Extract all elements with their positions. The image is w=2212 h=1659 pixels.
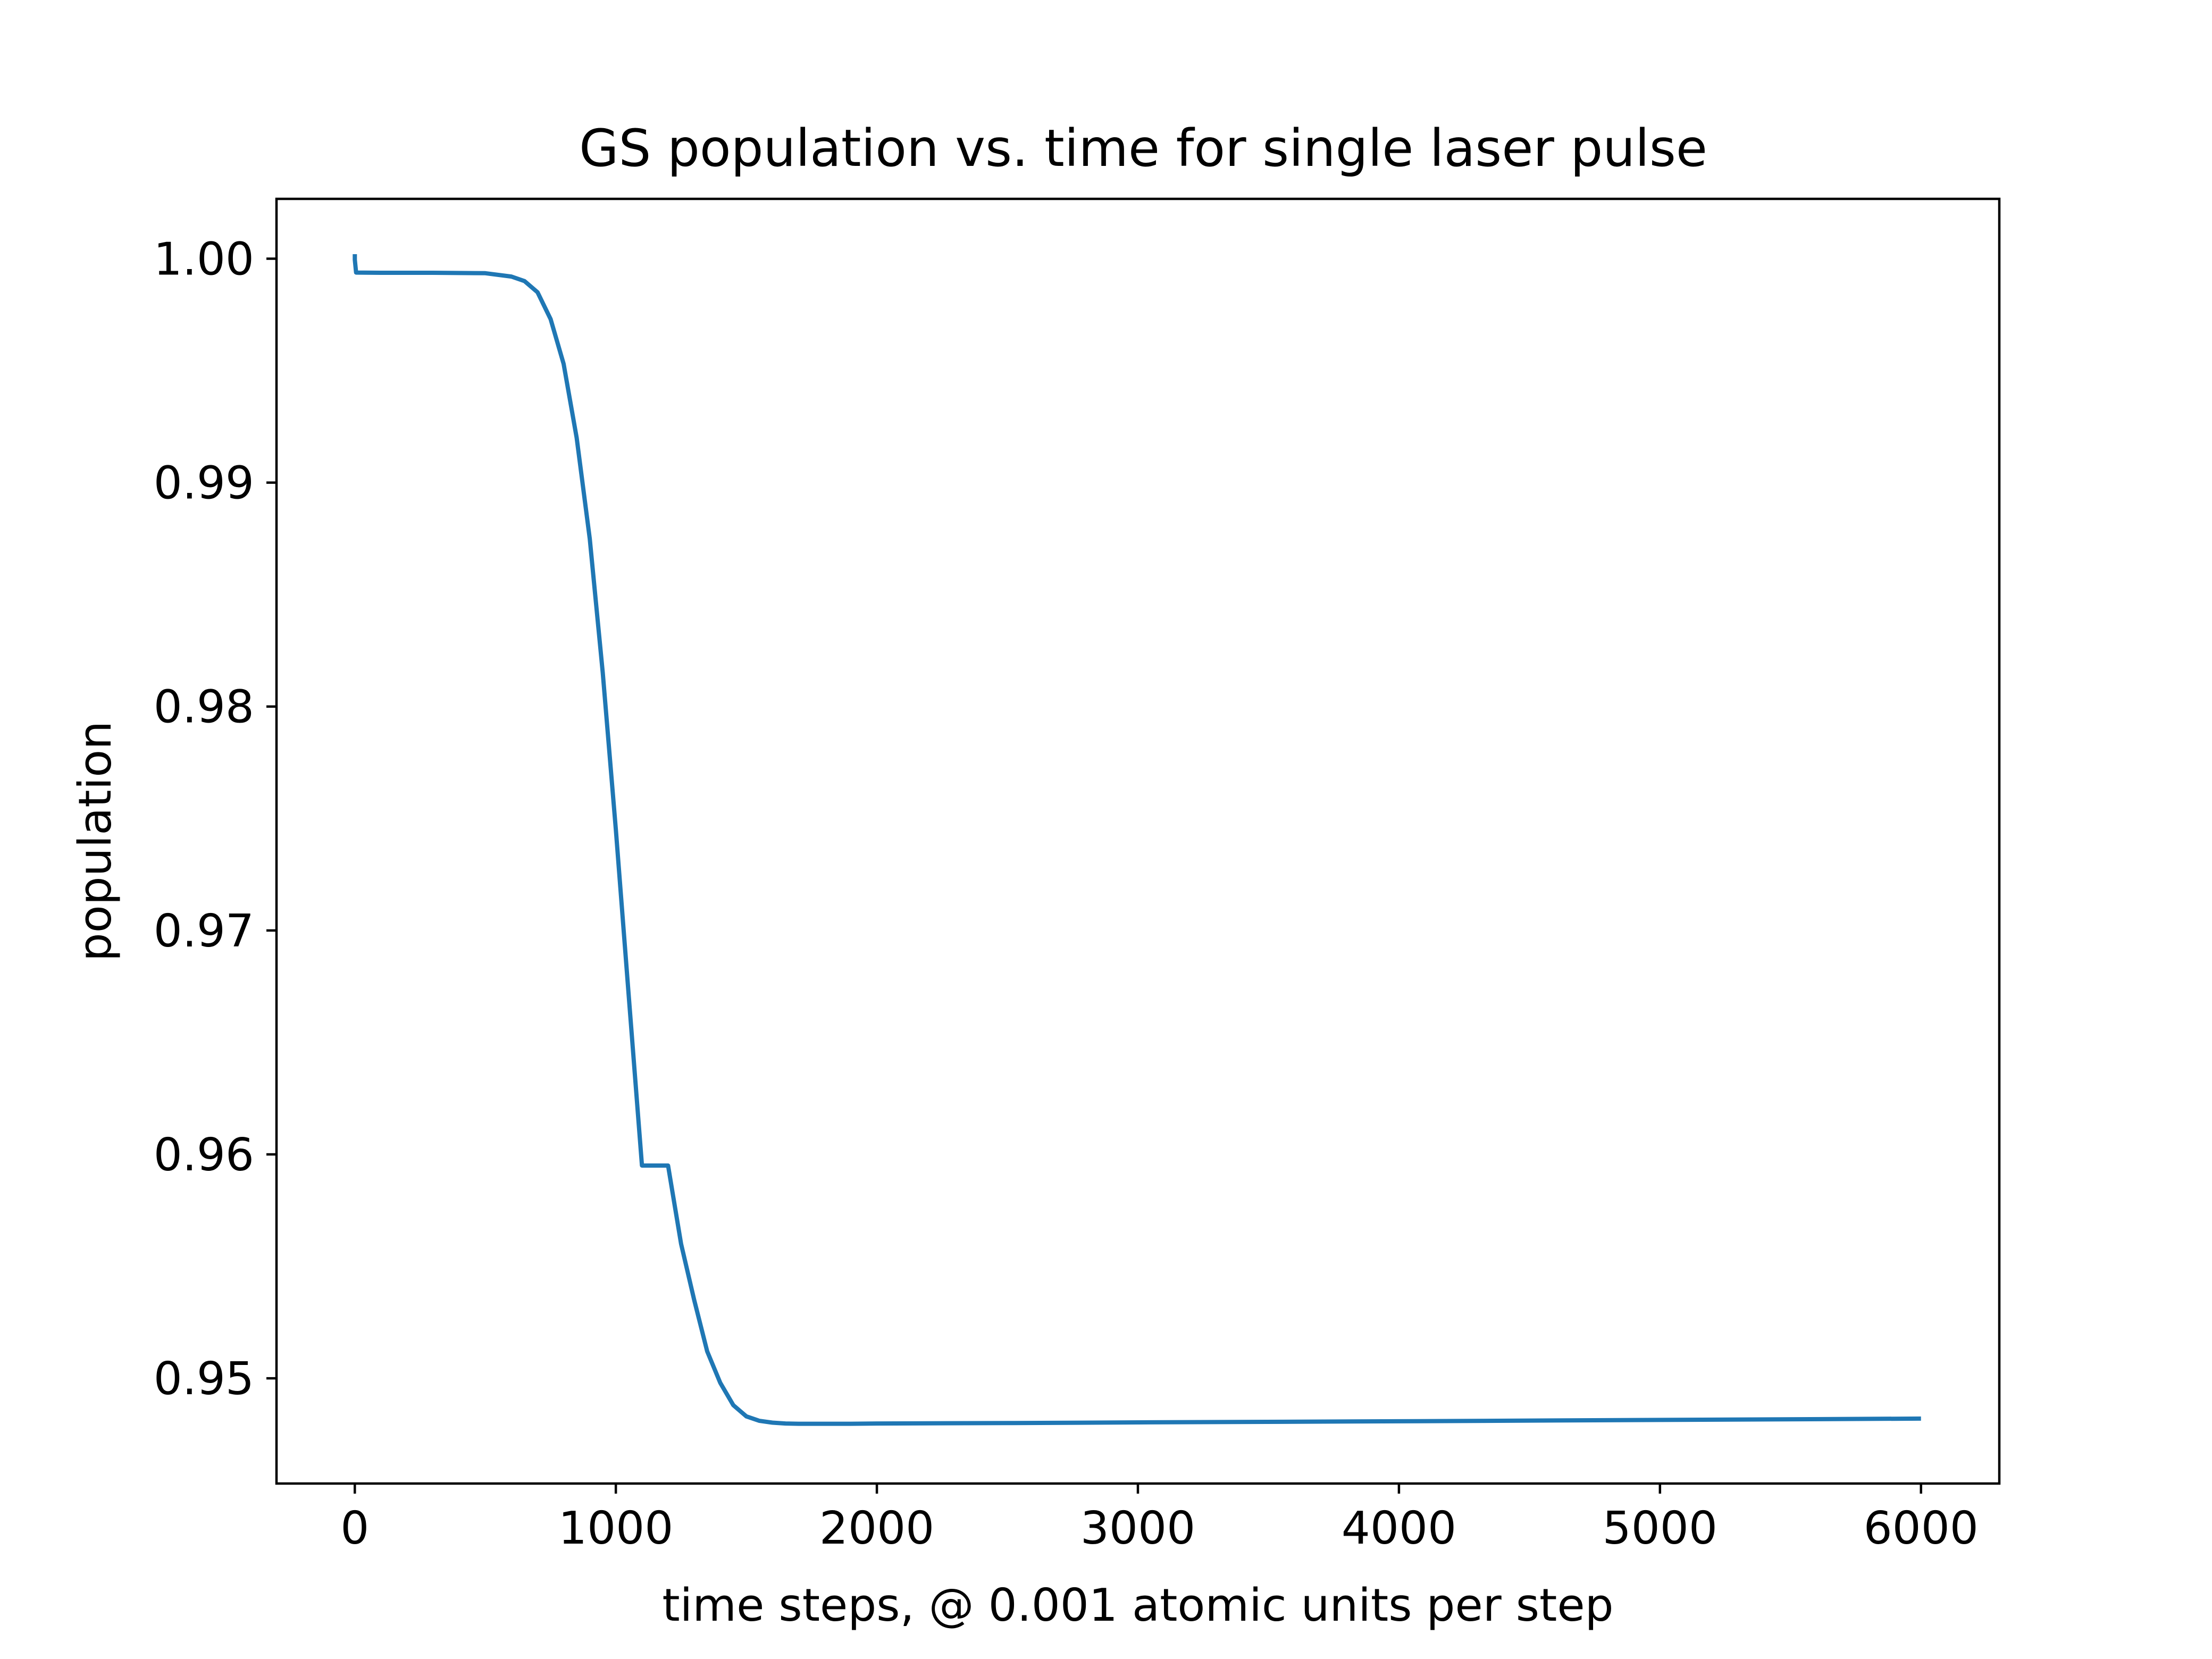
x-tick-label: 0 [340, 1502, 369, 1555]
x-axis-label: time steps, @ 0.001 atomic units per ste… [662, 1579, 1613, 1632]
y-tick-label: 0.99 [154, 457, 254, 510]
y-axis-label: population [69, 721, 122, 961]
y-tick-label: 0.96 [154, 1129, 254, 1182]
series-line-0 [353, 254, 1921, 1426]
x-tick-label: 5000 [1603, 1502, 1717, 1555]
x-tick-label: 4000 [1342, 1502, 1456, 1555]
plot-frame [275, 197, 2001, 1485]
y-tick-label: 1.00 [154, 233, 254, 286]
x-tick-label: 1000 [558, 1502, 673, 1555]
y-tick-label: 0.95 [154, 1353, 254, 1405]
chart-title: GS population vs. time for single laser … [579, 119, 1707, 178]
x-tick-label: 3000 [1080, 1502, 1195, 1555]
x-tick-label: 2000 [819, 1502, 934, 1555]
x-tick-label: 6000 [1864, 1502, 1979, 1555]
plot-area [353, 254, 1921, 1426]
x-axis-ticks: 0 1000 2000 3000 4000 5000 6000 [340, 1484, 1979, 1555]
y-axis-ticks: 0.95 0.96 0.97 0.98 0.99 1.00 [154, 233, 276, 1405]
y-tick-label: 0.98 [154, 681, 254, 734]
y-tick-label: 0.97 [154, 905, 254, 958]
